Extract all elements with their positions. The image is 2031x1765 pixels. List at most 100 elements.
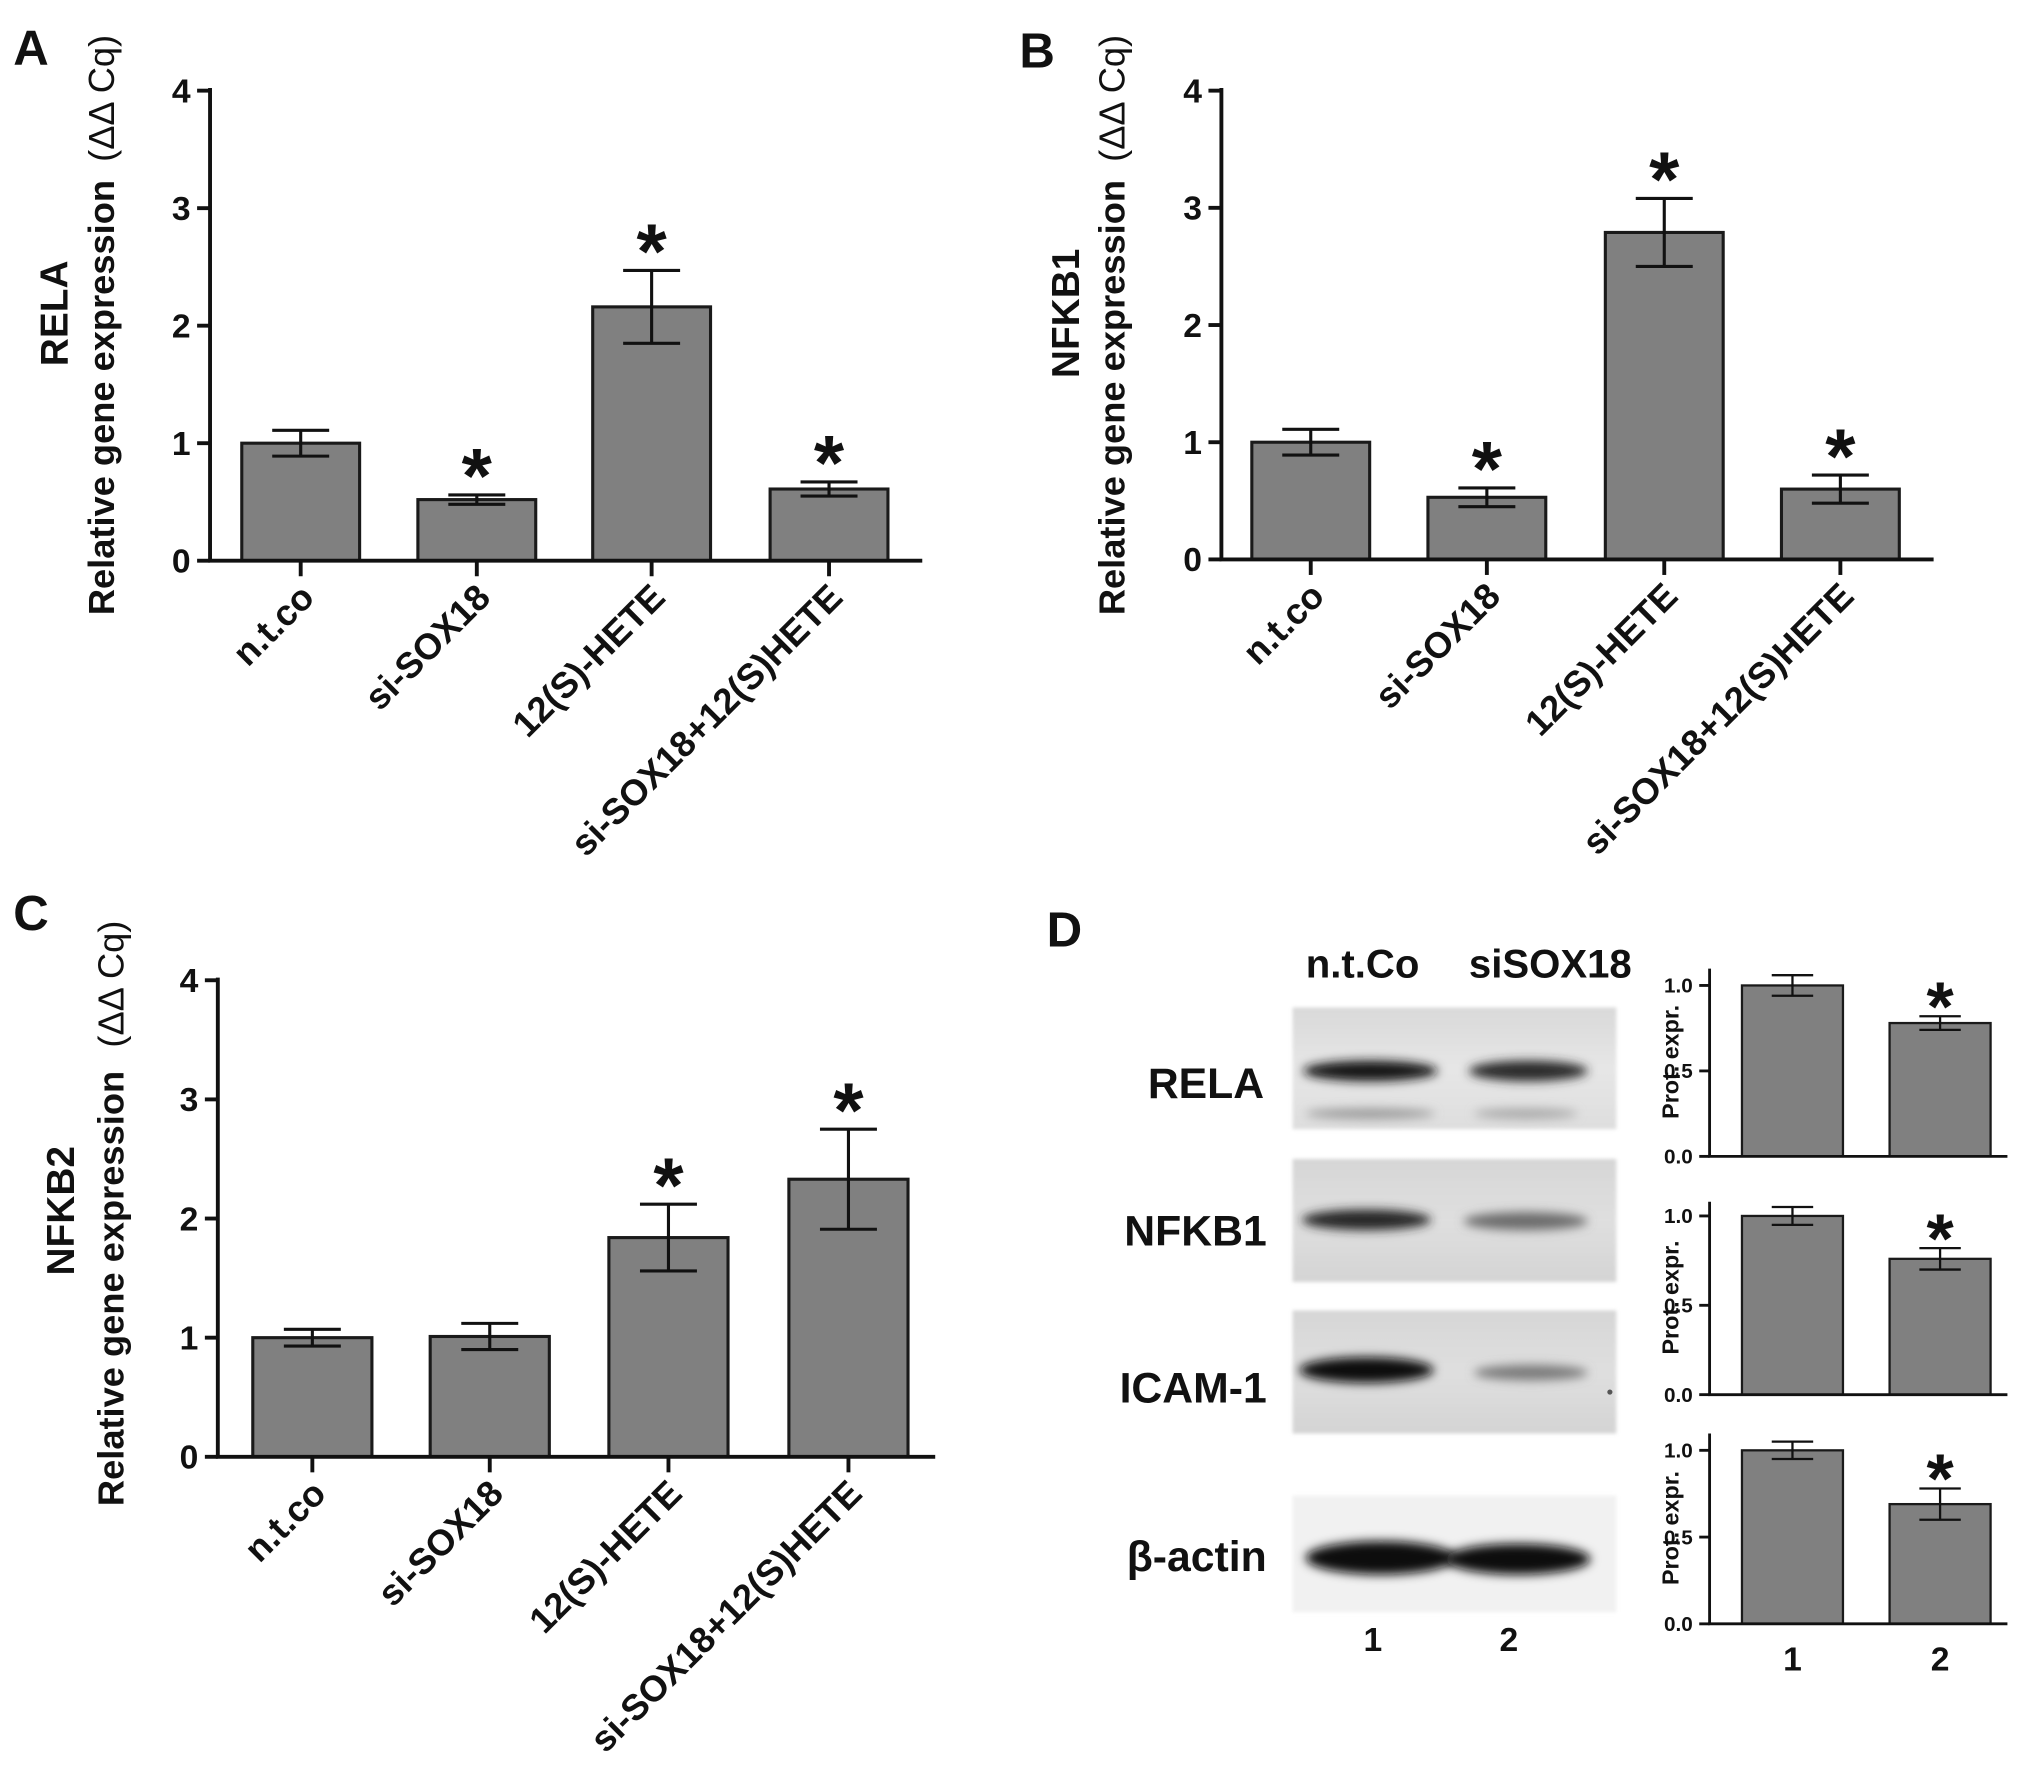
error-bar (1771, 1440, 1814, 1461)
error-bar (1919, 1246, 1961, 1271)
x-tick-label: n.t.co (236, 1472, 333, 1569)
x-tick-label: 12(S)-HETE (1517, 575, 1686, 744)
protein-expression-chart-2: Prot. expr. * 0.0 0.5 1.0 (1658, 1199, 2008, 1407)
y-axis-gene-label: RELA (34, 261, 77, 367)
bar (1888, 1257, 1992, 1396)
bar-chart-panel-b: NFKB1 Relative gene expression (ΔΔ Cq) n.… (1045, 35, 1934, 862)
y-tick-label: 1.0 (1664, 975, 1693, 998)
panel-label-b: B (1019, 23, 1055, 78)
blot-speck (1607, 1389, 1613, 1395)
x-tick-label: 1 (1783, 1641, 1802, 1678)
y-tick-label: 0.5 (1664, 1060, 1693, 1083)
error-bar (283, 1327, 341, 1348)
significance-marker: * (462, 434, 493, 520)
bar-chart-panel-a: RELA Relative gene expression (ΔΔ Cq) n.t… (34, 35, 923, 864)
y-axis-gene-label: NFKB1 (1045, 249, 1088, 378)
y-tick-label: 3 (172, 191, 191, 228)
y-tick-label: 0.5 (1664, 1295, 1693, 1318)
x-tick-label: n.t.co (1235, 575, 1332, 672)
y-tick-label: 0.0 (1664, 1384, 1693, 1407)
y-axis-label-unit: (ΔΔ Cq) (1091, 35, 1132, 162)
y-tick-label: 4 (180, 963, 199, 1000)
significance-marker: * (814, 421, 845, 507)
protein-band (1301, 1209, 1432, 1231)
bar (1888, 1021, 1992, 1158)
protein-band (1305, 1540, 1456, 1575)
y-tick-label: 3 (180, 1082, 199, 1119)
y-tick-label: 0 (1183, 542, 1202, 579)
y-tick-label: 1 (1183, 425, 1202, 462)
bar (1740, 1449, 1845, 1625)
bar-chart-panel-c: NFKB2 Relative gene expression (ΔΔ Cq) n.… (40, 921, 936, 1760)
error-bar (1771, 1205, 1814, 1227)
significance-marker: * (637, 209, 668, 295)
panel-label-a: A (13, 21, 49, 76)
bar (251, 1336, 374, 1459)
lane-number: 2 (1500, 1622, 1519, 1659)
protein-band (1468, 1060, 1588, 1082)
y-tick-label: 4 (172, 73, 191, 110)
x-tick-label: n.t.co (225, 576, 322, 673)
significance-marker: * (1649, 137, 1680, 223)
protein-band (1463, 1212, 1588, 1231)
y-tick-label: 2 (180, 1201, 199, 1238)
error-bar (461, 1321, 519, 1352)
error-bar (819, 1127, 877, 1231)
protein-expression-chart-3: Prot. expr. 1 * 2 0.0 0.5 1.0 (1658, 1433, 2008, 1678)
significance-marker: * (1472, 427, 1503, 513)
protein-expression-chart-1: Prot. expr. * 0.0 0.5 1.0 (1658, 967, 2008, 1169)
lane-header: n.t.Co (1306, 942, 1420, 987)
y-axis-label: Prot. expr. (1658, 1471, 1684, 1585)
bar (428, 1334, 551, 1459)
error-bar (448, 493, 506, 506)
x-tick-label: si-SOX18 (1366, 575, 1508, 717)
bar (591, 305, 713, 563)
significance-marker: * (653, 1143, 684, 1229)
lane-number: 1 (1364, 1622, 1383, 1659)
y-tick-label: 1 (172, 426, 191, 463)
y-axis-label-text: Relative gene expression (81, 180, 122, 615)
error-bar (1811, 473, 1869, 505)
protein-band (1299, 1357, 1434, 1383)
significance-marker: * (833, 1068, 864, 1154)
significance-marker: * (1926, 1440, 1954, 1518)
bar (1740, 1214, 1845, 1396)
y-axis-label: Relative gene expression (ΔΔ Cq) (90, 921, 131, 1506)
lane-header: siSOX18 (1469, 942, 1632, 987)
blot-row-icam-1: ICAM-1 (1120, 1310, 1617, 1434)
error-bar (639, 1202, 697, 1273)
y-tick-label: 1 (180, 1320, 199, 1357)
bar (1888, 1502, 1992, 1625)
protein-band (1305, 1108, 1436, 1119)
y-axis-label-unit: (ΔΔ Cq) (81, 35, 122, 162)
error-bar (1282, 427, 1340, 457)
significance-marker: * (1926, 1199, 1954, 1277)
panel-label-d: D (1047, 903, 1083, 958)
y-tick-label: 3 (1183, 191, 1202, 228)
significance-marker: * (1825, 414, 1856, 500)
y-tick-label: 0 (172, 543, 191, 580)
x-tick-label: 2 (1931, 1641, 1950, 1678)
y-tick-label: 4 (1183, 73, 1202, 110)
blot-row-label: ICAM-1 (1120, 1364, 1267, 1412)
protein-band (1473, 1108, 1578, 1119)
protein-band (1302, 1060, 1438, 1082)
bar (607, 1236, 730, 1459)
significance-marker: * (1926, 967, 1954, 1045)
error-bar (623, 268, 681, 345)
y-tick-label: 0.5 (1664, 1526, 1693, 1549)
bar (240, 441, 362, 563)
y-tick-label: 0.0 (1664, 1613, 1693, 1636)
error-bar (1771, 974, 1814, 997)
x-tick-label: 12(S)-HETE (521, 1472, 690, 1641)
error-bar (800, 480, 858, 498)
y-tick-label: 2 (1183, 308, 1202, 345)
bar (1603, 230, 1725, 561)
y-tick-label: 0 (180, 1440, 199, 1477)
y-axis-label: Relative gene expression (ΔΔ Cq) (1091, 35, 1132, 615)
blot-row-label: NFKB1 (1124, 1208, 1266, 1256)
y-axis-label-text: Relative gene expression (1091, 180, 1132, 615)
y-tick-label: 1.0 (1664, 1205, 1693, 1228)
error-bar (272, 428, 330, 458)
y-tick-label: 2 (172, 308, 191, 345)
